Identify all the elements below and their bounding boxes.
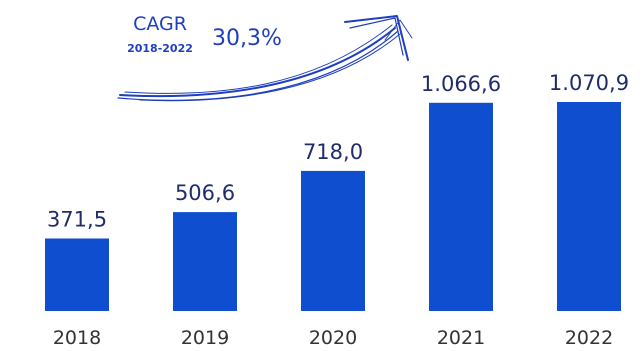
value-labels-group: 371,5 506,6 718,0 1.066,6 1.070,9 [47, 71, 629, 232]
cagr-annotation: CAGR 2018-2022 30,3% [117, 13, 413, 102]
value-label-2020: 718,0 [303, 140, 363, 164]
category-label-2021: 2021 [437, 327, 485, 349]
category-label-2020: 2020 [309, 327, 357, 349]
value-label-2022: 1.070,9 [549, 71, 629, 95]
cagr-period: 2018-2022 [127, 42, 193, 55]
category-labels-group: 2018 2019 2020 2021 2022 [53, 327, 613, 349]
bar-2021 [429, 102, 493, 311]
value-label-2018: 371,5 [47, 208, 107, 232]
category-label-2018: 2018 [53, 327, 101, 349]
bar-2019 [173, 212, 237, 311]
value-label-2021: 1.066,6 [421, 72, 501, 96]
cagr-title: CAGR [133, 13, 187, 35]
bar-2018 [45, 238, 109, 311]
bar-2022 [557, 102, 621, 311]
category-label-2022: 2022 [565, 327, 613, 349]
cagr-arrow-icon [117, 15, 413, 102]
bar-2020 [301, 170, 365, 311]
cagr-value: 30,3% [212, 26, 282, 51]
bars-group [45, 102, 621, 311]
value-label-2019: 506,6 [175, 181, 235, 205]
category-label-2019: 2019 [181, 327, 229, 349]
